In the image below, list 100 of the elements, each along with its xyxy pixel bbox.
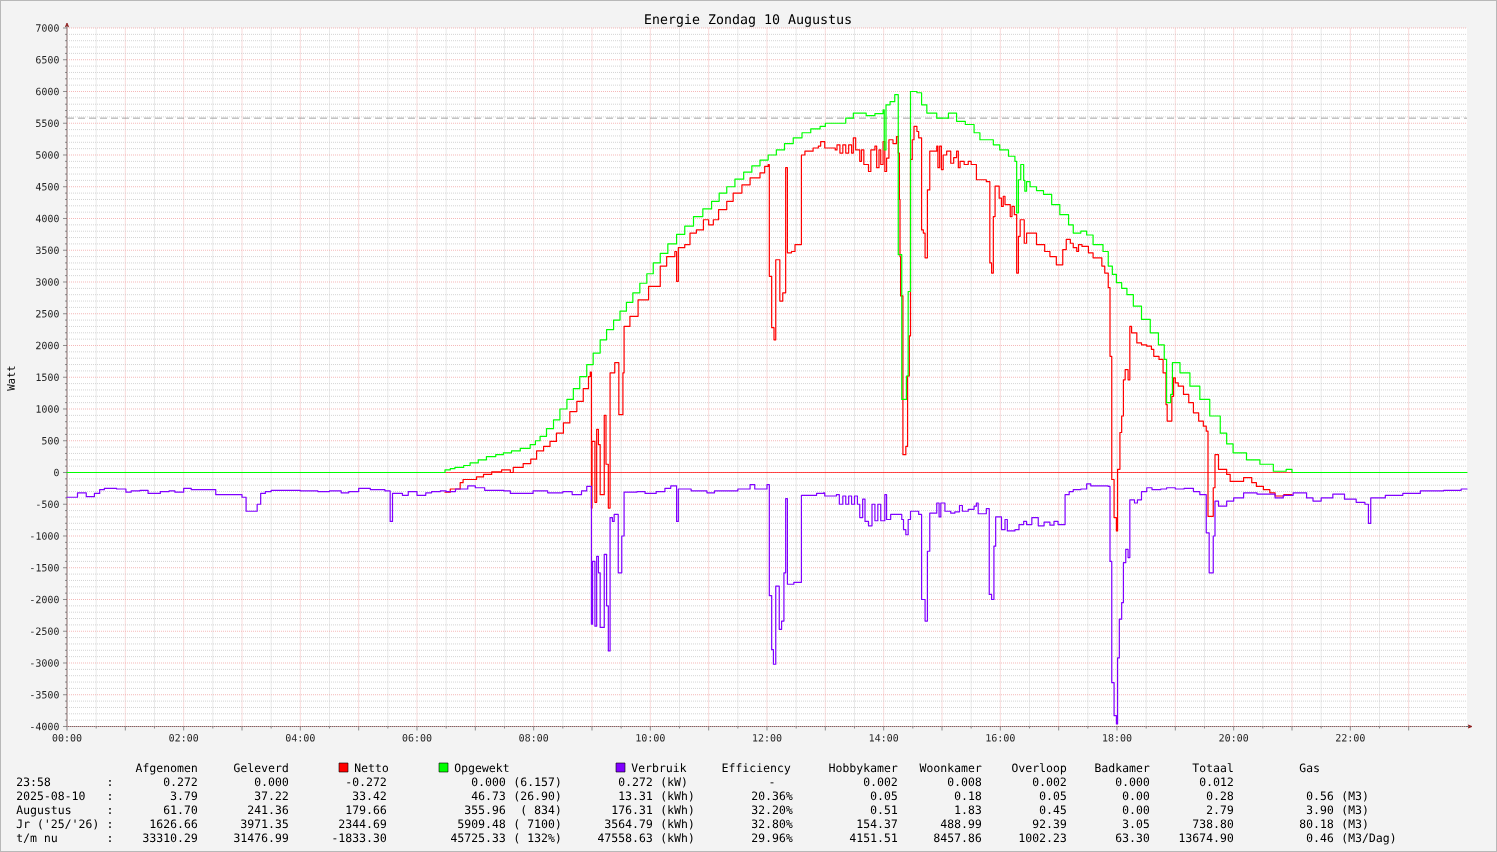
text: (M3): [1343, 805, 1367, 816]
text: Efficiency: [722, 763, 791, 775]
text: 31476.99: [234, 833, 289, 843]
y-tick-label: -1000: [31, 532, 59, 540]
x-tick-label: 20:00: [1219, 734, 1249, 742]
text: 2025-08-10: [17, 791, 85, 801]
y-tick-label: 3500: [36, 246, 59, 255]
y-tick-label: 4000: [35, 214, 59, 223]
text: 1626.66: [150, 819, 198, 829]
text: (M3): [1343, 791, 1367, 802]
text: Augustus: [16, 805, 71, 817]
x-tick-label: 12:00: [753, 734, 782, 742]
text: 0.272: [163, 777, 197, 787]
y-tick-label: 2500: [36, 309, 59, 318]
y-tick-label: 4500: [35, 182, 59, 191]
text: 0.000: [254, 777, 289, 787]
text: :: [109, 836, 111, 842]
text: 5909.48: [458, 819, 506, 829]
legend-label: Opgewekt: [454, 763, 509, 775]
y-axis-title: Watt: [7, 366, 15, 391]
y-tick-label: 1500: [36, 373, 59, 382]
x-tick-label: 18:00: [1103, 734, 1132, 742]
y-tick-label: -4000: [31, 722, 59, 731]
x-tick-label: 14:00: [869, 734, 899, 742]
text: 0.002: [863, 777, 897, 787]
text: Woonkamer: [919, 763, 982, 773]
text: :: [109, 808, 111, 814]
text: 0.18: [954, 791, 982, 801]
text: Totaal: [1192, 763, 1233, 773]
text: (26.90): [515, 791, 560, 802]
text: 13.31: [619, 791, 653, 801]
text: 47558.63: [598, 833, 652, 843]
text: 3971.35: [241, 819, 288, 829]
text: (M3/Dag): [1343, 833, 1395, 845]
y-tick-label: 3000: [36, 278, 59, 286]
text: ( 834): [522, 805, 560, 816]
text: 0.45: [1039, 805, 1066, 815]
text: 37.22: [254, 791, 288, 801]
text: 23:58: [17, 777, 51, 787]
x-tick-label: 06:00: [402, 734, 432, 742]
y-tick-label: 6500: [36, 55, 59, 64]
text: 355.96: [465, 805, 506, 815]
text: 0.05: [870, 791, 897, 801]
text: 46.73: [471, 791, 505, 801]
y-tick-label: 0: [54, 468, 59, 477]
text: 61.70: [163, 805, 198, 815]
text: Hobbykamer: [829, 763, 898, 775]
x-tick-label: 04:00: [285, 734, 315, 742]
text: 0.000: [1115, 777, 1150, 787]
x-tick-label: 00:00: [52, 734, 82, 742]
text: Geleverd: [233, 763, 288, 773]
legend-label: Verbruik: [631, 763, 687, 773]
text: 0.002: [1032, 777, 1066, 787]
text: (M3): [1343, 819, 1367, 830]
text: 3564.79: [605, 819, 653, 829]
x-tick-label: 16:00: [986, 734, 1015, 742]
text: t/m nu: [16, 833, 57, 844]
text: 1.83: [955, 805, 981, 815]
text: (kWh): [662, 805, 693, 816]
text: 0.46: [1306, 833, 1334, 843]
text: -1833.30: [333, 833, 387, 843]
text: 29.96%: [752, 833, 793, 843]
text: 0.008: [947, 777, 982, 787]
text: 0.28: [1206, 791, 1234, 801]
text: (6.157): [515, 777, 560, 788]
text: (kW): [662, 777, 686, 788]
text: 179.66: [346, 805, 387, 815]
text: ( 132%): [515, 833, 560, 844]
text: 8457.86: [934, 833, 982, 843]
y-tick-label: -2000: [31, 595, 59, 604]
text: 0.00: [1122, 805, 1150, 815]
text: Afgenomen: [135, 763, 197, 775]
text: 0.272: [618, 777, 652, 787]
text: 154.37: [857, 819, 897, 829]
text: 0.00: [1122, 791, 1150, 801]
text: (kWh): [662, 791, 693, 802]
text: 1002.23: [1019, 833, 1066, 843]
text: 0.000: [471, 777, 506, 787]
text: 738.80: [1193, 819, 1234, 829]
text: 0.56: [1306, 791, 1334, 801]
y-tick-label: 5000: [36, 151, 59, 159]
text: -: [770, 782, 774, 784]
text: 2344.69: [339, 819, 387, 829]
text: Badkamer: [1095, 763, 1150, 773]
y-tick-label: 5500: [36, 119, 59, 128]
text: Overloop: [1012, 763, 1067, 775]
text: -0.272: [347, 777, 386, 787]
text: 13674.90: [1179, 833, 1234, 843]
text: 3.90: [1306, 805, 1334, 815]
text: 32.80%: [752, 819, 793, 829]
text: 488.99: [940, 819, 982, 829]
text: Gas: [1299, 763, 1319, 773]
y-tick-label: 500: [42, 436, 59, 445]
text: 0.012: [1199, 777, 1233, 787]
text: 80.18: [1299, 819, 1334, 829]
y-tick-label: -2500: [31, 627, 59, 636]
text: 4151.51: [849, 833, 898, 843]
x-tick-label: 02:00: [169, 734, 199, 742]
text: :: [109, 780, 111, 786]
text: :: [109, 822, 111, 828]
